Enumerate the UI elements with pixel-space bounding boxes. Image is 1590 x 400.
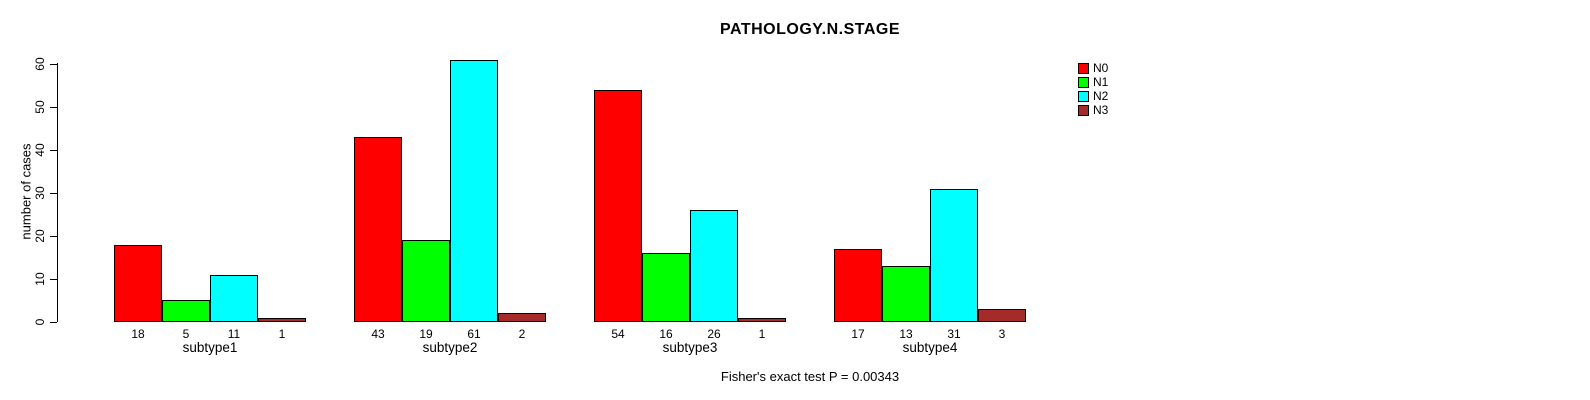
- y-axis-tick: [50, 150, 57, 151]
- y-axis-tick: [50, 193, 57, 194]
- legend-swatch-N1: [1078, 76, 1089, 88]
- fisher-test-caption: Fisher's exact test P = 0.00343: [720, 369, 900, 384]
- bar-subtype2-N3: [498, 313, 546, 322]
- y-axis-tick: [50, 107, 57, 108]
- bar-value-label: 31: [947, 327, 961, 341]
- bar-value-label: 13: [899, 327, 913, 341]
- bar-value-label: 18: [131, 327, 145, 341]
- bar-subtype2-N0: [354, 137, 402, 322]
- legend-item-N1: N1: [1078, 75, 1108, 89]
- x-group-label: subtype3: [662, 340, 718, 355]
- bar-value-label: 1: [758, 327, 766, 341]
- bar-subtype2-N1: [402, 240, 450, 322]
- bar-value-label: 17: [851, 327, 865, 341]
- bar-value-label: 3: [998, 327, 1006, 341]
- bar-subtype4-N2: [930, 189, 978, 322]
- bar-value-label: 19: [419, 327, 433, 341]
- legend-label: N3: [1093, 103, 1109, 117]
- bar-value-label: 61: [467, 327, 481, 341]
- x-group-label: subtype2: [422, 340, 478, 355]
- bar-subtype1-N2: [210, 275, 258, 322]
- y-axis-line: [57, 63, 58, 322]
- legend-item-N0: N0: [1078, 61, 1108, 75]
- legend-item-N2: N2: [1078, 89, 1108, 103]
- y-tick-label: 10: [33, 272, 47, 286]
- bar-value-label: 16: [659, 327, 673, 341]
- bar-subtype4-N0: [834, 249, 882, 322]
- bar-value-label: 2: [518, 327, 526, 341]
- bar-value-label: 43: [371, 327, 385, 341]
- bar-subtype1-N3: [258, 318, 306, 322]
- bar-value-label: 1: [278, 327, 286, 341]
- legend-swatch-N3: [1078, 104, 1089, 116]
- bar-subtype4-N1: [882, 266, 930, 322]
- y-tick-label: 50: [33, 100, 47, 114]
- legend-label: N1: [1093, 75, 1109, 89]
- y-tick-label: 60: [33, 57, 47, 71]
- y-tick-label: 0: [33, 318, 47, 326]
- legend-label: N2: [1093, 89, 1109, 103]
- y-axis-tick: [50, 322, 57, 323]
- legend-swatch-N0: [1078, 62, 1089, 74]
- chart-title: PATHOLOGY.N.STAGE: [719, 21, 901, 38]
- legend-label: N0: [1093, 61, 1109, 75]
- y-tick-label: 30: [33, 186, 47, 200]
- bar-value-label: 26: [707, 327, 721, 341]
- x-group-label: subtype4: [902, 340, 958, 355]
- bar-subtype1-N0: [114, 245, 162, 322]
- bar-value-label: 5: [182, 327, 190, 341]
- bar-subtype3-N0: [594, 90, 642, 322]
- y-tick-label: 40: [33, 143, 47, 157]
- legend-item-N3: N3: [1078, 103, 1108, 117]
- y-tick-label: 20: [33, 229, 47, 243]
- bar-value-label: 11: [227, 327, 241, 341]
- bar-subtype3-N3: [738, 318, 786, 322]
- bar-subtype3-N1: [642, 253, 690, 322]
- y-axis-label: number of cases: [18, 143, 34, 240]
- y-axis-tick: [50, 279, 57, 280]
- y-axis-tick: [50, 64, 57, 65]
- y-axis-tick: [50, 236, 57, 237]
- legend-swatch-N2: [1078, 90, 1089, 102]
- bar-value-label: 54: [611, 327, 625, 341]
- bar-subtype4-N3: [978, 309, 1026, 322]
- bar-subtype3-N2: [690, 210, 738, 322]
- x-group-label: subtype1: [182, 340, 238, 355]
- bar-subtype1-N1: [162, 300, 210, 322]
- legend: N0 N1 N2 N3: [1078, 61, 1108, 117]
- bar-subtype2-N2: [450, 60, 498, 322]
